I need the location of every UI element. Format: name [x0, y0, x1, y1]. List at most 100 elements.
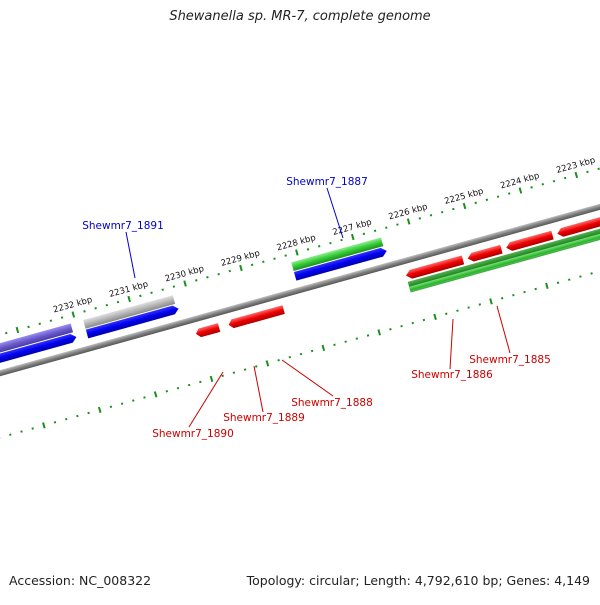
forward-minor-tick [318, 245, 320, 247]
forward-minor-tick [195, 279, 197, 281]
reverse-minor-tick [255, 365, 257, 367]
genome-summary-text: Topology: circular; Length: 4,792,610 bp… [247, 573, 590, 588]
reverse-minor-tick [199, 381, 201, 383]
leader-line-1891 [126, 232, 135, 278]
forward-minor-tick [586, 171, 588, 173]
gene-label-1885[interactable]: Shewmr7_1885 [469, 354, 551, 366]
leader-line-1889 [254, 366, 263, 412]
forward-features [0, 237, 388, 366]
reverse-minor-tick [333, 344, 335, 346]
reverse-minor-tick [534, 288, 536, 290]
forward-minor-tick [50, 319, 52, 321]
gene-label-1886[interactable]: Shewmr7_1886 [411, 369, 493, 381]
gene-feature-red-1888[interactable] [243, 305, 285, 325]
forward-major-tick [183, 280, 187, 286]
forward-minor-tick [419, 217, 421, 219]
forward-minor-tick [452, 208, 454, 210]
forward-minor-tick [106, 304, 108, 306]
reverse-minor-tick [456, 309, 458, 311]
forward-minor-tick [430, 214, 432, 216]
reverse-major-tick [322, 345, 326, 351]
backbone [0, 175, 600, 405]
forward-major-tick [127, 296, 131, 302]
reverse-major-tick [154, 391, 158, 397]
reverse-minor-tick [590, 272, 592, 274]
gene-label-1890[interactable]: Shewmr7_1890 [152, 428, 234, 440]
forward-minor-tick [542, 183, 544, 185]
forward-major-tick [16, 327, 20, 333]
forward-minor-tick [385, 226, 387, 228]
forward-minor-tick [474, 202, 476, 204]
forward-minor-tick [486, 199, 488, 201]
leader-lines [126, 188, 510, 427]
reverse-minor-tick [300, 353, 302, 355]
reverse-minor-tick [501, 297, 503, 299]
leader-line-1886 [450, 319, 453, 369]
forward-minor-tick [273, 257, 275, 259]
reverse-minor-tick [177, 387, 179, 389]
forward-minor-tick [94, 307, 96, 309]
forward-minor-tick [39, 323, 41, 325]
forward-minor-tick [553, 180, 555, 182]
forward-minor-tick [340, 239, 342, 241]
reverse-major-tick [433, 314, 437, 320]
reverse-minor-tick [389, 328, 391, 330]
forward-major-tick [519, 187, 523, 193]
reverse-minor-tick [166, 390, 168, 392]
gene-label-1888[interactable]: Shewmr7_1888 [291, 397, 373, 409]
forward-major-tick [72, 311, 76, 317]
reverse-minor-tick [423, 319, 425, 321]
reverse-minor-tick [76, 415, 78, 417]
forward-minor-tick [173, 285, 175, 287]
reverse-minor-tick [367, 334, 369, 336]
reverse-minor-tick [132, 399, 134, 401]
reverse-minor-tick [244, 368, 246, 370]
reverse-minor-tick [54, 421, 56, 423]
reverse-major-tick [98, 407, 102, 413]
leader-line-1890 [189, 372, 223, 427]
gene-feature-red-1890[interactable] [195, 323, 221, 338]
forward-minor-tick [307, 248, 309, 250]
forward-minor-tick [139, 295, 141, 297]
forward-minor-tick [229, 270, 231, 272]
reverse-minor-tick [512, 294, 514, 296]
reverse-minor-tick [289, 356, 291, 358]
forward-minor-tick [61, 316, 63, 318]
reverse-minor-tick [110, 406, 112, 408]
forward-major-tick [407, 218, 411, 224]
reverse-features [195, 210, 600, 351]
reverse-minor-tick [579, 275, 581, 277]
reverse-minor-tick [121, 402, 123, 404]
gene-label-1889[interactable]: Shewmr7_1889 [223, 412, 305, 424]
reverse-major-tick [266, 360, 270, 366]
forward-major-tick [239, 265, 243, 271]
gene-label-1887[interactable]: Shewmr7_1887 [286, 176, 368, 188]
gene-label-1891[interactable]: Shewmr7_1891 [82, 220, 164, 232]
leader-line-1888 [282, 360, 333, 396]
reverse-minor-tick [233, 371, 235, 373]
reverse-minor-tick [467, 306, 469, 308]
reverse-minor-tick [188, 384, 190, 386]
forward-minor-tick [161, 288, 163, 290]
forward-minor-tick [396, 223, 398, 225]
forward-minor-tick [564, 177, 566, 179]
reverse-minor-tick [344, 340, 346, 342]
forward-minor-tick [117, 301, 119, 303]
page-title: Shewanella sp. MR-7, complete genome [0, 9, 600, 24]
forward-minor-tick [27, 326, 29, 328]
reverse-major-tick [42, 422, 46, 428]
reverse-major-tick [545, 283, 549, 289]
reverse-minor-tick [9, 433, 11, 435]
forward-minor-tick [284, 254, 286, 256]
reverse-minor-tick [143, 396, 145, 398]
forward-minor-tick [150, 292, 152, 294]
reverse-major-tick [377, 329, 381, 335]
reverse-minor-tick [65, 418, 67, 420]
reverse-minor-tick [221, 375, 223, 377]
forward-minor-tick [5, 332, 7, 334]
reverse-minor-tick [277, 359, 279, 361]
forward-minor-tick [441, 211, 443, 213]
forward-major-tick [575, 172, 579, 178]
